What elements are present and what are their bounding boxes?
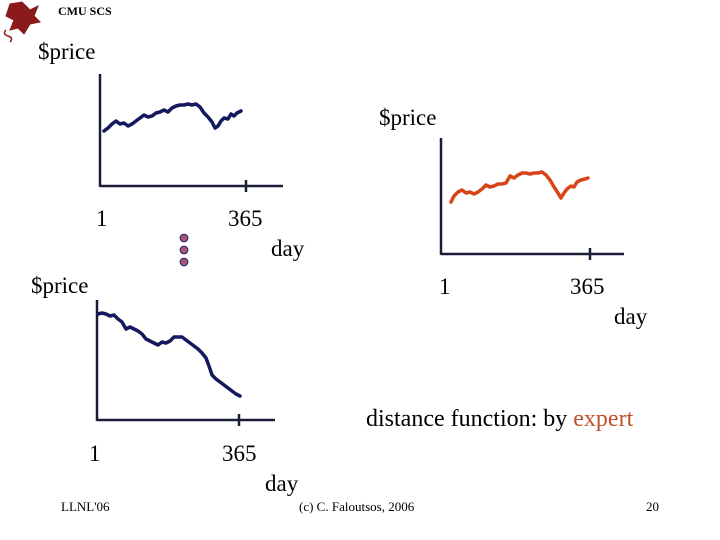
chart-3-xtick-end: 365 <box>222 441 257 466</box>
chart-2-xlabel: day <box>614 304 648 329</box>
footer-center: (c) C. Faloutsos, 2006 <box>299 499 415 514</box>
page-number: 20 <box>646 499 659 514</box>
price-curve <box>96 311 242 398</box>
chart-3-xlabel: day <box>265 471 299 496</box>
caption-prefix: distance function: by <box>366 406 574 432</box>
org-label: CMU SCS <box>58 4 112 18</box>
chart-1-xlabel: day <box>271 236 305 261</box>
chart-1-series <box>102 102 243 133</box>
chart-3-ylabel: $price <box>31 273 89 298</box>
chart-1-xtick-start: 1 <box>96 206 108 231</box>
ellipsis-dot <box>179 257 189 267</box>
chart-2-ylabel: $price <box>379 105 437 130</box>
chart-2-xtick-start: 1 <box>439 274 451 299</box>
chart-1-axes <box>98 74 283 192</box>
chart-1-ylabel: $price <box>38 39 96 64</box>
chart-2-axes <box>439 138 624 260</box>
chart-3-xtick-start: 1 <box>89 441 101 466</box>
chart-2-xtick-end: 365 <box>570 274 605 299</box>
chart-3-axes <box>95 300 275 426</box>
chart-2-series <box>449 170 590 204</box>
chart-1-xtick-end: 365 <box>228 206 263 231</box>
ellipsis-dot <box>179 233 189 243</box>
vertical-ellipsis <box>179 233 189 267</box>
caption-highlight: expert <box>573 406 634 432</box>
caption: distance function: by expert <box>366 407 633 431</box>
ellipsis-dot <box>179 245 189 255</box>
price-curve <box>102 102 243 133</box>
chart-3-series <box>96 311 242 398</box>
cmu-dragon-logo <box>3 1 42 43</box>
footer-left: LLNL'06 <box>61 499 110 514</box>
price-curve <box>449 170 590 204</box>
